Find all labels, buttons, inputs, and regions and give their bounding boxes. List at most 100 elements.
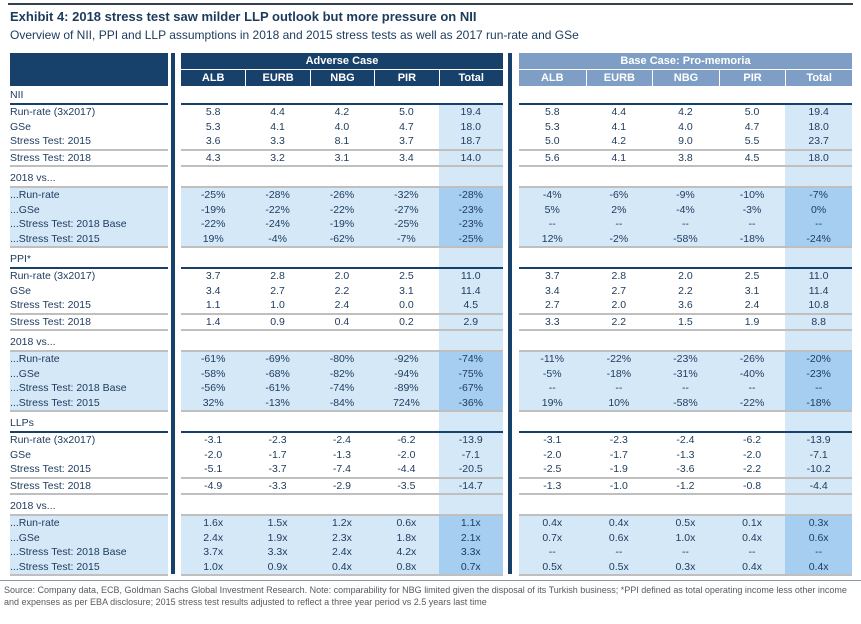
table-cell bbox=[785, 331, 852, 335]
table-cell bbox=[245, 171, 309, 186]
table-cell: 4.5 bbox=[744, 151, 760, 164]
table-row: 2018 vs... bbox=[10, 171, 852, 188]
spacer-row bbox=[10, 248, 852, 252]
table-cell bbox=[310, 499, 374, 514]
table-cell: -3.7 bbox=[268, 463, 287, 475]
table-cell: -18% bbox=[718, 231, 786, 246]
table-cell: 1.1x bbox=[438, 516, 503, 531]
table-cell: -1.0 bbox=[609, 479, 628, 492]
table-row: Stress Test: 2018 4.3 3.2 3.1 3.4 14.0 5.6 4.1 3… bbox=[10, 150, 852, 167]
table-row: Run-rate (3x2017) 5.8 4.4 4.2 5.0 19.4 5.8 4.4 4… bbox=[10, 105, 852, 120]
row-label: ...Run-rate bbox=[10, 188, 168, 203]
table-cell: 3.7 bbox=[205, 270, 221, 282]
table-cell: -84% bbox=[309, 395, 375, 410]
table-cell: 3.6 bbox=[205, 135, 221, 147]
table-cell: -6.2 bbox=[397, 434, 416, 446]
table-cell: -2.9 bbox=[332, 479, 352, 492]
table-cell: 0.9x bbox=[245, 559, 310, 574]
table-cell: 4.1 bbox=[270, 120, 285, 133]
table-cell bbox=[374, 416, 438, 431]
table-cell: -5.1 bbox=[204, 463, 223, 475]
table-cell: 5.3 bbox=[205, 120, 221, 133]
table-cell: -58% bbox=[181, 366, 246, 381]
table-cell: 0.7x bbox=[438, 559, 503, 574]
table-cell: -- bbox=[585, 381, 653, 396]
table-cell bbox=[438, 171, 503, 186]
table-cell: -22% bbox=[245, 202, 310, 217]
table-cell: -58% bbox=[652, 395, 719, 410]
table-cell: 2.8 bbox=[611, 270, 627, 282]
table-cell: -9% bbox=[652, 188, 719, 203]
table-row: Stress Test: 2015 3.6 3.3 8.1 3.7 18.7 5.0 4.2 9… bbox=[10, 134, 852, 151]
table-cell: 10% bbox=[585, 395, 653, 410]
table-cell: -- bbox=[785, 381, 852, 396]
column-header-pir: PIR bbox=[718, 70, 786, 86]
table-cell: -75% bbox=[438, 366, 503, 381]
table-cell bbox=[719, 416, 786, 431]
row-label: Run-rate (3x2017) bbox=[10, 270, 96, 282]
table-cell: 2.1x bbox=[438, 530, 503, 545]
row-label: ...Stress Test: 2015 bbox=[10, 395, 168, 412]
table-cell bbox=[439, 88, 503, 103]
table-cell bbox=[438, 499, 503, 514]
table-cell bbox=[438, 416, 503, 431]
table-cell: 1.6x bbox=[181, 516, 246, 531]
row-label: Stress Test: 2018 bbox=[10, 315, 168, 331]
base-column-headers: ALB EURB NBG PIR Total bbox=[519, 70, 852, 86]
vertical-divider-left bbox=[171, 53, 175, 574]
table-cell bbox=[438, 167, 503, 171]
table-cell bbox=[181, 171, 245, 186]
table-cell: -6% bbox=[585, 188, 653, 203]
table-cell: 3.1 bbox=[399, 284, 414, 297]
table-cell: 12% bbox=[518, 231, 586, 246]
table-cell: -1.3 bbox=[676, 448, 695, 461]
table-cell: 0.4x bbox=[585, 516, 653, 531]
table-cell bbox=[181, 252, 245, 267]
table-cell: 3.3 bbox=[270, 135, 285, 147]
table-cell: 1.2x bbox=[309, 516, 375, 531]
row-label: Stress Test: 2015 bbox=[10, 462, 168, 479]
table-cell: -- bbox=[718, 217, 786, 232]
row-label: ...Stress Test: 2015 bbox=[10, 559, 168, 576]
table-cell: 3.7 bbox=[399, 135, 414, 147]
source-note: Source: Company data, ECB, Goldman Sachs… bbox=[4, 585, 847, 607]
table-cell bbox=[785, 171, 852, 186]
table-cell: -32% bbox=[374, 188, 439, 203]
table-cell bbox=[652, 88, 719, 103]
table-cell: 0.2 bbox=[399, 315, 414, 328]
table-cell: -94% bbox=[374, 366, 439, 381]
table-cell: 9.0 bbox=[678, 135, 693, 147]
table-cell: 2.4x bbox=[181, 530, 246, 545]
table-cell: 5.8 bbox=[205, 106, 221, 118]
table-cell: 0.4x bbox=[309, 559, 375, 574]
table-cell: -7.1 bbox=[785, 447, 852, 462]
table-cell: 0.0 bbox=[399, 299, 414, 311]
table-cell bbox=[438, 248, 503, 252]
adverse-column-headers: ALB EURB NBG PIR Total bbox=[181, 70, 503, 86]
table-cell: -20.5 bbox=[438, 462, 503, 477]
table-cell: -28% bbox=[245, 188, 310, 203]
table-cell: 4.1 bbox=[611, 151, 627, 164]
table-cell: 3.3x bbox=[245, 545, 310, 560]
table-cell bbox=[181, 88, 245, 103]
column-header-alb: ALB bbox=[181, 70, 246, 86]
table-cell: -0.8 bbox=[742, 479, 762, 492]
table-cell: 1.9 bbox=[744, 315, 760, 328]
table-cell bbox=[245, 252, 309, 267]
table-cell: 3.4 bbox=[544, 284, 560, 297]
adverse-case-group: Adverse Case ALB EURB NBG PIR Total bbox=[181, 53, 503, 86]
table-cell: 1.5x bbox=[245, 516, 310, 531]
table-cell: 2.2 bbox=[611, 315, 627, 328]
table-cell: -- bbox=[652, 381, 719, 396]
table-cell: -3% bbox=[718, 202, 786, 217]
table-cell bbox=[310, 416, 374, 431]
table-cell: 1.0x bbox=[652, 530, 719, 545]
exhibit-subtitle: Overview of NII, PPI and LLP assumptions… bbox=[10, 28, 579, 42]
table-cell: -6.2 bbox=[742, 434, 762, 446]
table-cell: 19% bbox=[181, 231, 246, 246]
table-cell: 1.0x bbox=[181, 559, 246, 574]
table-cell bbox=[586, 416, 653, 431]
table-cell: -13.9 bbox=[785, 433, 852, 448]
table-cell: -4% bbox=[652, 202, 719, 217]
table-cell: 3.3x bbox=[438, 545, 503, 560]
